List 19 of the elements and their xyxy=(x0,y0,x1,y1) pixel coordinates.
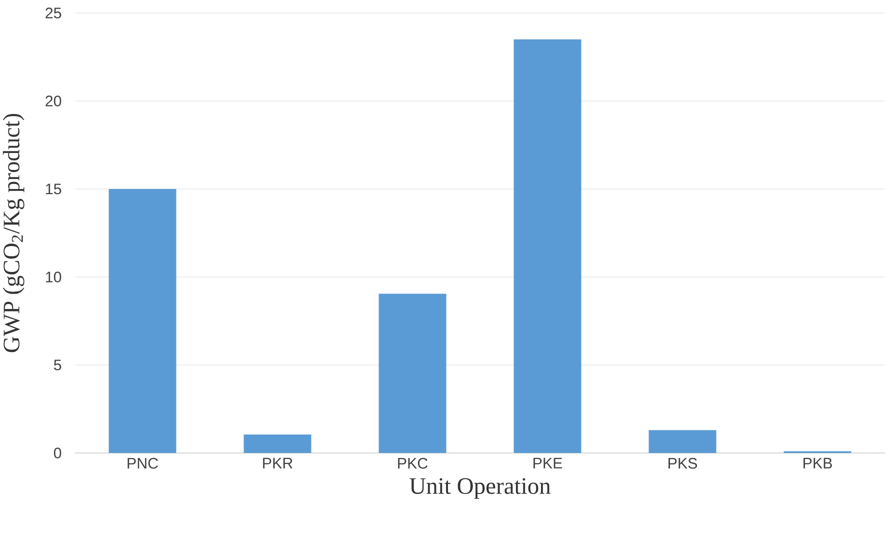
x-tick-label: PKC xyxy=(398,458,428,469)
bar xyxy=(108,188,176,453)
x-tick-label: PNC xyxy=(128,458,158,469)
y-tick-label: 25 xyxy=(46,8,62,18)
y-tick-label: 20 xyxy=(46,96,62,106)
x-tick-label: PKR xyxy=(263,458,292,468)
x-axis-title: Unit Operation xyxy=(410,478,551,499)
y-tick-label: 10 xyxy=(46,272,62,282)
x-tick-label: PKS xyxy=(668,458,698,469)
bar xyxy=(514,39,582,453)
bar xyxy=(378,294,446,453)
y-tick-label: 15 xyxy=(46,184,62,194)
bar xyxy=(244,434,312,453)
x-tick-label: PKE xyxy=(534,458,562,468)
x-tick-label: PKB xyxy=(804,458,832,468)
y-axis-title: GWP (gCO$_{2}$/Kg product) xyxy=(2,114,24,352)
bar xyxy=(648,430,716,453)
y-tick-label: 0 xyxy=(54,448,62,458)
y-tick-label: 5 xyxy=(54,360,62,370)
